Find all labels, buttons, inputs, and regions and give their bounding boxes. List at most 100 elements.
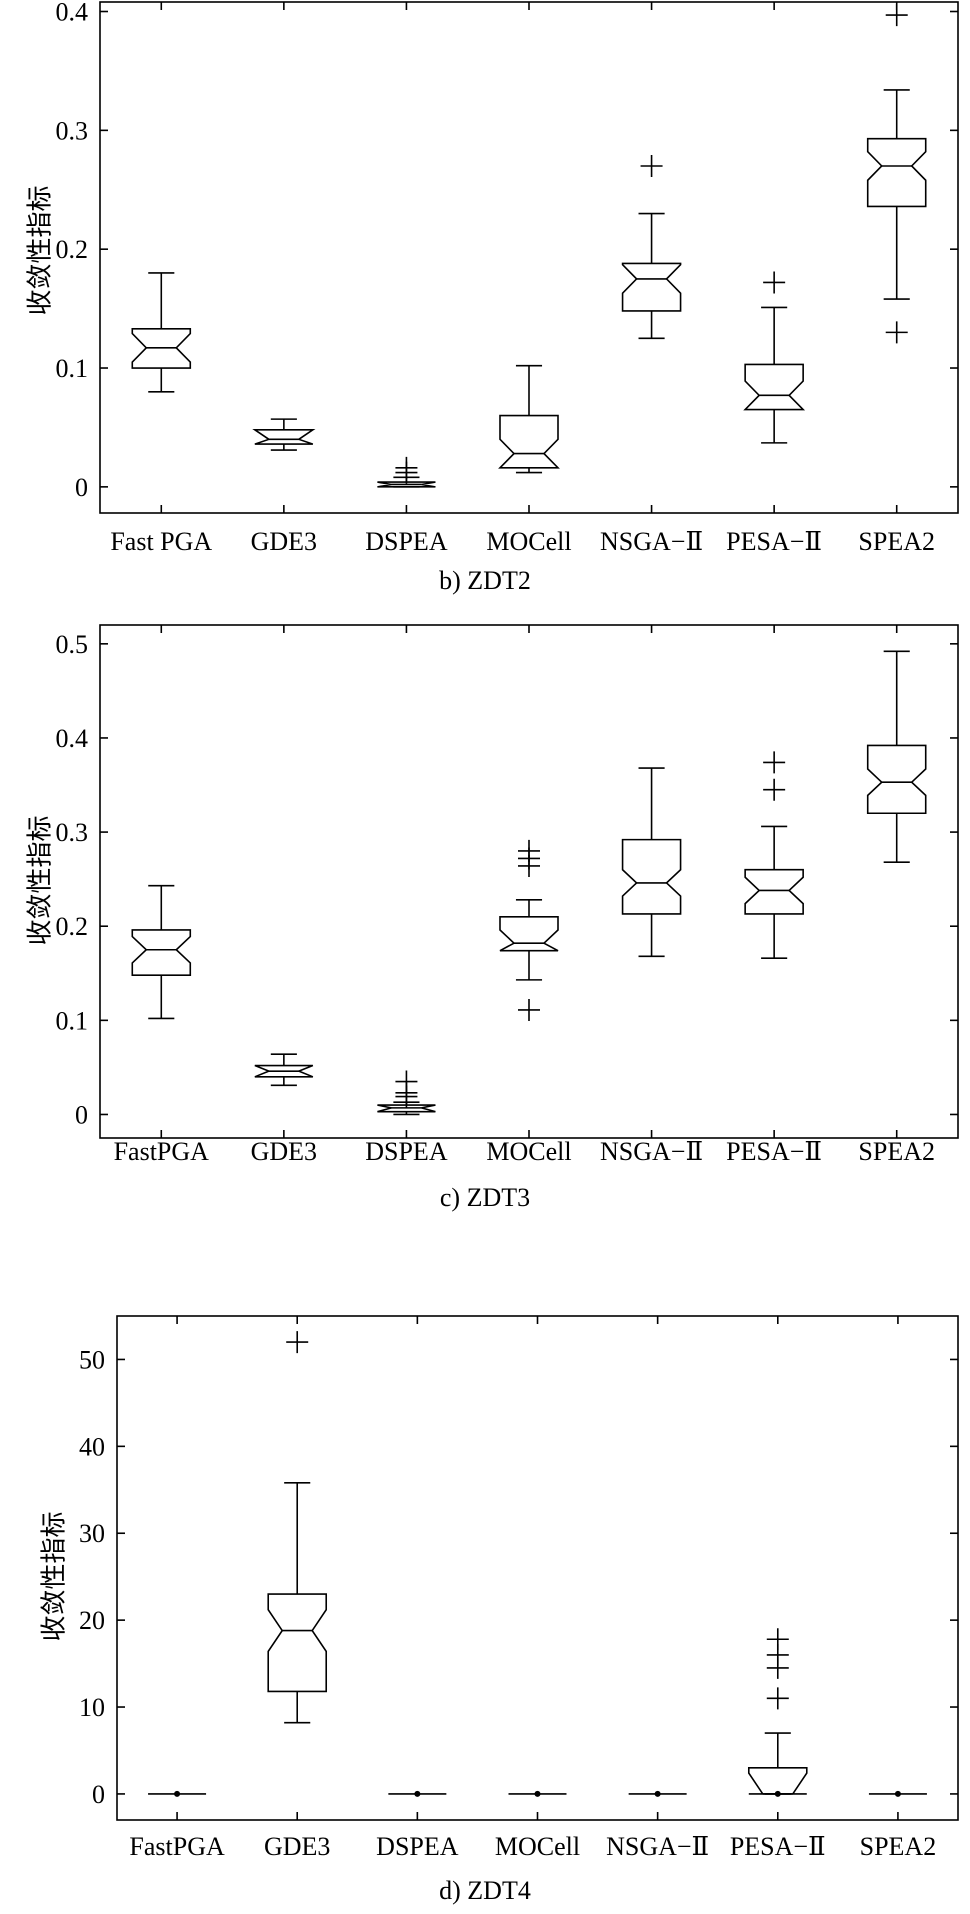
x-tick-label: NSGA−Ⅱ <box>606 1832 709 1861</box>
y-axis-label: 收敛性指标 <box>25 185 56 316</box>
x-tick-label: PESA−Ⅱ <box>726 527 822 556</box>
outlier-marker <box>885 321 908 344</box>
chart-caption: d) ZDT4 <box>439 1876 531 1905</box>
box-5 <box>744 751 804 960</box>
outlier-marker <box>518 998 540 1021</box>
plot-frame <box>99 1 959 514</box>
box-body <box>743 363 806 411</box>
box-body <box>499 915 559 952</box>
x-tick-label: SPEA2 <box>860 1832 937 1861</box>
outlier-marker <box>763 778 786 801</box>
x-tick-label: GDE3 <box>251 527 317 556</box>
boxplot-zdt3: 0 0.1 0.2 0.3 0.4 0.5 FastPGA GDE3 DSPEA MOCell NS… <box>56 624 959 1166</box>
y-tick-label: 30 <box>79 1519 105 1548</box>
x-tick-label: DSPEA <box>365 527 448 556</box>
x-tick-label: NSGA−Ⅱ <box>600 1137 703 1166</box>
x-tick-label: PESA−Ⅱ <box>730 1832 826 1861</box>
outlier-marker <box>885 4 908 27</box>
box-3 <box>499 839 559 1021</box>
chart-panel-zdt2: 0 0.1 0.2 0.3 0.4 Fast PGA GDE3 DSPEA MOCell NSGA… <box>0 0 970 600</box>
box-5 <box>743 271 806 444</box>
box-body <box>252 429 316 445</box>
y-tick-label: 10 <box>79 1693 105 1722</box>
outlier-marker <box>395 1070 418 1093</box>
box-body <box>131 929 192 976</box>
median-dot <box>414 1790 421 1797</box>
y-tick-label: 0.1 <box>56 1006 89 1035</box>
median-dot <box>534 1790 541 1797</box>
x-tick-label: MOCell <box>486 527 571 556</box>
x-tick-label: MOCell <box>495 1832 580 1861</box>
box-body <box>744 868 804 915</box>
box-body <box>498 414 560 469</box>
box-3 <box>498 364 560 474</box>
outlier-marker <box>518 839 540 862</box>
outlier-marker <box>766 1687 789 1710</box>
boxplot-zdt4: 0 10 20 30 40 50 FastPGA GDE3 DSPEA MOCell NSGA−Ⅱ P… <box>79 1315 959 1861</box>
box-1 <box>252 418 316 451</box>
box-body <box>621 262 682 312</box>
box-2 <box>388 1790 447 1797</box>
box-body <box>131 328 192 369</box>
x-tick-label: FastPGA <box>114 1137 210 1166</box>
chart-caption: c) ZDT3 <box>439 1183 531 1212</box>
box-4 <box>621 154 682 340</box>
box-4 <box>628 1790 687 1797</box>
y-axis-label: 收敛性指标 <box>25 815 56 946</box>
x-tick-label: MOCell <box>486 1137 571 1166</box>
y-tick-label: 40 <box>79 1432 105 1461</box>
y-tick-label: 0.2 <box>56 912 89 941</box>
x-tick-label: GDE3 <box>251 1137 317 1166</box>
x-tick-label: FastPGA <box>129 1832 225 1861</box>
box-6 <box>866 650 927 864</box>
box-3 <box>508 1790 567 1797</box>
chart-panel-zdt4: 0 10 20 30 40 50 FastPGA GDE3 DSPEA MOCell NSGA−Ⅱ P… <box>0 1240 970 1914</box>
y-tick-label: 0.5 <box>56 630 89 659</box>
chart-caption: b) ZDT2 <box>439 566 531 595</box>
box-5 <box>747 1628 808 1797</box>
boxplot-zdt2: 0 0.1 0.2 0.3 0.4 Fast PGA GDE3 DSPEA MOCell NSGA… <box>56 0 959 556</box>
x-tick-label: GDE3 <box>264 1832 330 1861</box>
y-tick-label: 0.3 <box>56 818 89 847</box>
x-tick-label: DSPEA <box>365 1137 448 1166</box>
box-1 <box>254 1053 314 1087</box>
y-tick-label: 50 <box>79 1345 105 1374</box>
box-2 <box>377 456 436 488</box>
box-body <box>621 838 682 915</box>
outlier-marker <box>763 751 786 774</box>
box-body <box>866 744 927 815</box>
outlier-marker <box>395 456 418 479</box>
box-0 <box>148 1790 207 1797</box>
outlier-marker <box>286 1331 309 1354</box>
y-tick-label: 0 <box>75 1100 88 1129</box>
box-6 <box>868 1790 927 1797</box>
box-4 <box>621 767 682 958</box>
box-1 <box>267 1331 328 1724</box>
x-tick-label: Fast PGA <box>110 527 212 556</box>
y-tick-label: 0.3 <box>56 116 89 145</box>
y-tick-label: 20 <box>79 1606 105 1635</box>
box-body <box>866 137 927 208</box>
outlier-marker <box>640 154 663 177</box>
box-6 <box>866 4 927 344</box>
x-tick-label: NSGA−Ⅱ <box>600 527 703 556</box>
x-tick-label: SPEA2 <box>858 1137 935 1166</box>
box-2 <box>377 1070 436 1116</box>
y-tick-label: 0.2 <box>56 235 89 264</box>
x-tick-label: DSPEA <box>376 1832 459 1861</box>
chart-panel-zdt3: 0 0.1 0.2 0.3 0.4 0.5 FastPGA GDE3 DSPEA MOCell NS… <box>0 600 970 1240</box>
x-tick-label: SPEA2 <box>858 527 935 556</box>
box-0 <box>131 884 192 1020</box>
plot-frame <box>116 1315 959 1821</box>
y-tick-label: 0.1 <box>56 354 89 383</box>
x-tick-label: PESA−Ⅱ <box>726 1137 822 1166</box>
y-tick-label: 0 <box>75 473 88 502</box>
median-dot <box>774 1790 781 1797</box>
box-0 <box>131 272 192 393</box>
y-axis-label: 收敛性指标 <box>39 1511 70 1642</box>
plot-frame <box>99 624 959 1139</box>
y-tick-label: 0.4 <box>56 724 89 753</box>
outlier-marker <box>763 271 786 294</box>
box-body <box>267 1593 328 1693</box>
median-dot <box>174 1790 181 1797</box>
